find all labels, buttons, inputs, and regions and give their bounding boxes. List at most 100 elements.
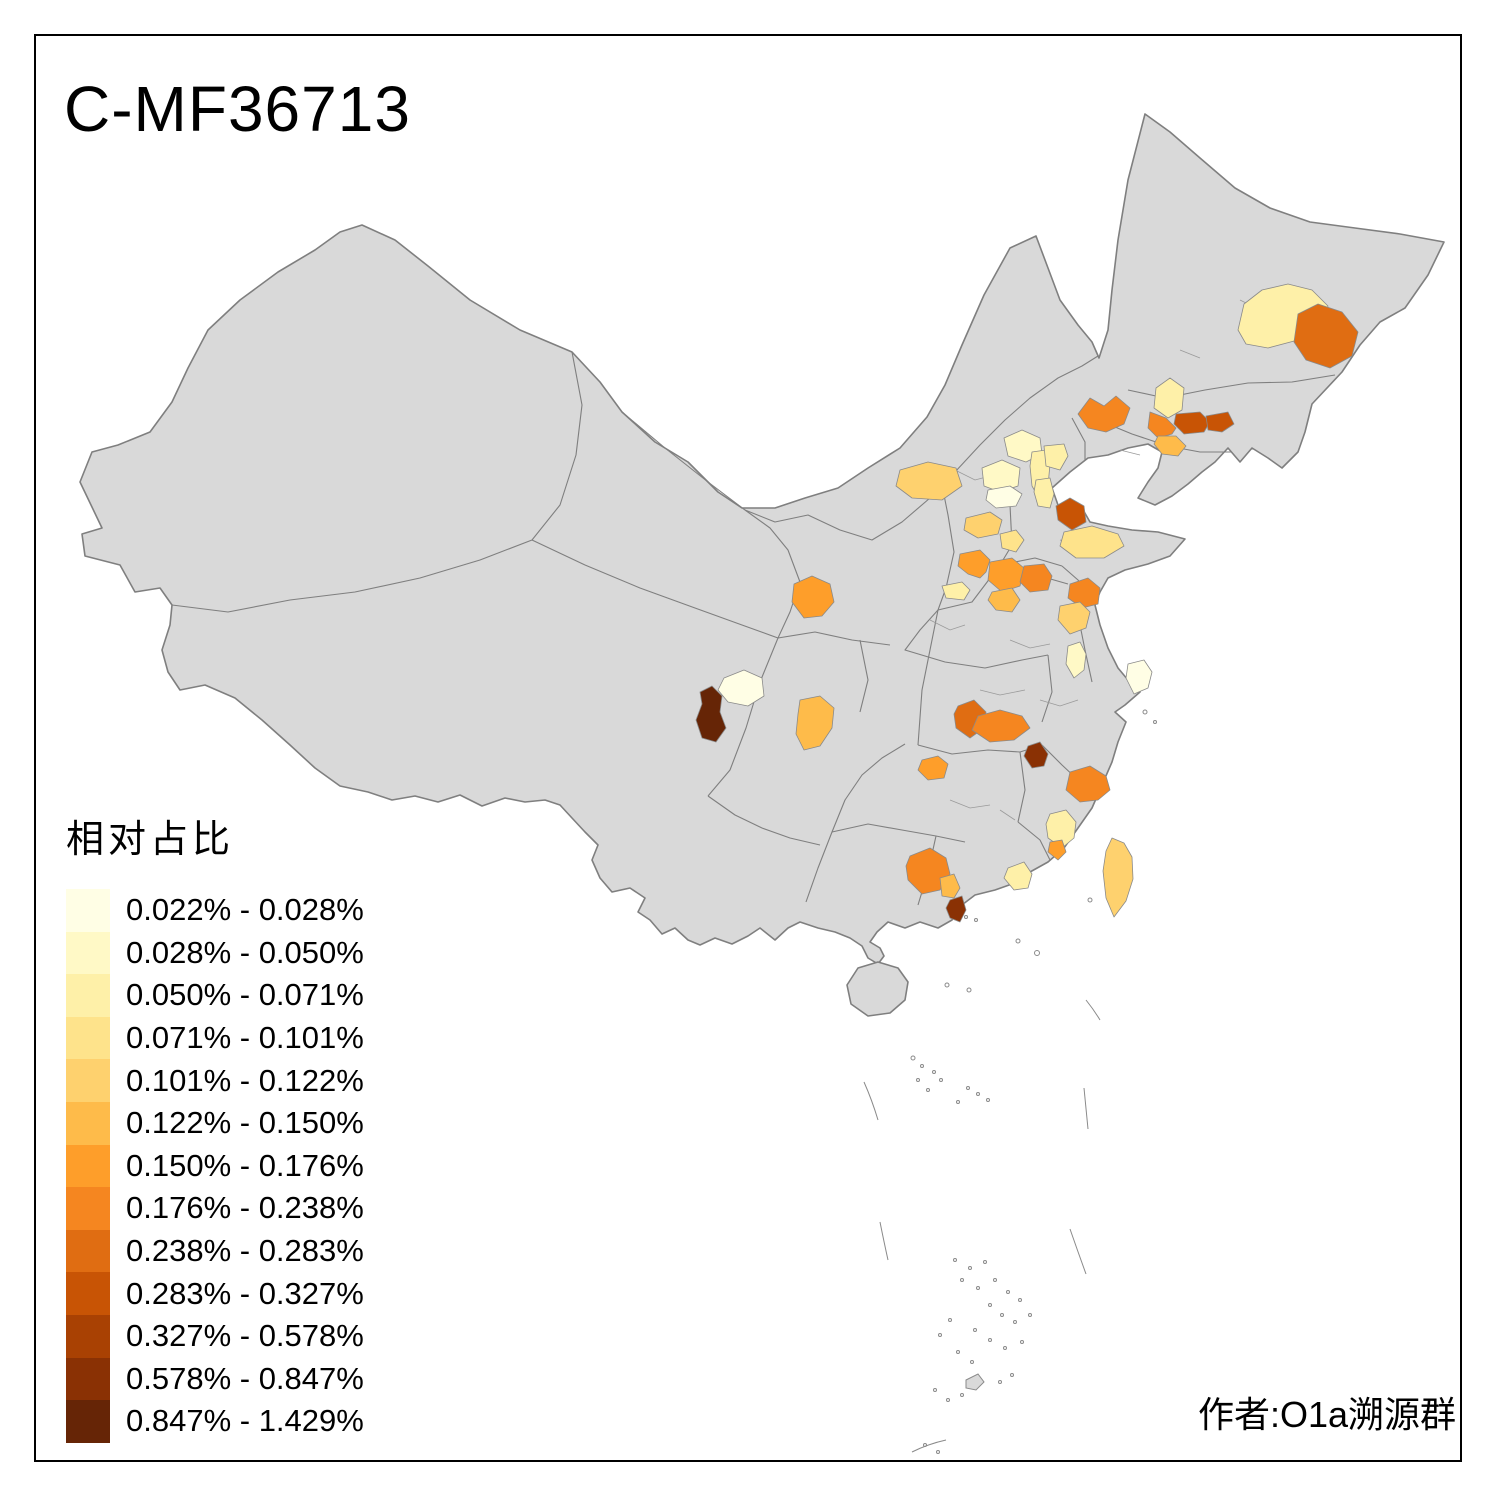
legend-row: 0.101% - 0.122% xyxy=(66,1059,364,1102)
island-speck xyxy=(916,1078,920,1082)
legend-label: 0.101% - 0.122% xyxy=(126,1062,364,1098)
prefecture-border xyxy=(929,619,966,631)
island-speck xyxy=(920,1064,924,1068)
island-filled xyxy=(965,1373,985,1391)
prefecture-border xyxy=(979,689,1026,696)
legend-rows: 0.022% - 0.028% 0.028% - 0.050% 0.050% -… xyxy=(66,889,364,1443)
legend-row: 0.578% - 0.847% xyxy=(66,1357,364,1401)
map-region xyxy=(981,459,1021,493)
legend-label: 0.028% - 0.050% xyxy=(126,934,364,970)
island-speck xyxy=(938,1333,942,1337)
island-speck xyxy=(1000,1313,1004,1317)
map-region xyxy=(1173,411,1211,435)
map-region xyxy=(1045,809,1077,849)
province-border xyxy=(171,539,533,613)
map-region xyxy=(1019,563,1053,593)
province-border xyxy=(937,474,955,611)
map-region xyxy=(1293,303,1359,369)
legend-row: 0.071% - 0.101% xyxy=(66,1016,364,1060)
map-region xyxy=(1147,411,1177,439)
map-region xyxy=(1125,659,1153,695)
island-speck xyxy=(948,1318,952,1322)
prefecture-border xyxy=(1039,699,1079,707)
map-region xyxy=(905,847,951,895)
colored-regions xyxy=(695,283,1359,923)
map-region xyxy=(963,511,1003,539)
map-region xyxy=(895,461,963,501)
island-speck xyxy=(986,1098,990,1102)
island-speck xyxy=(1087,897,1093,903)
map-region xyxy=(941,581,971,601)
island-arc xyxy=(879,1221,889,1261)
province-border xyxy=(917,609,939,746)
legend-swatch xyxy=(66,1187,110,1230)
island-speck xyxy=(956,1350,960,1354)
legend-row: 0.150% - 0.176% xyxy=(66,1144,364,1188)
prefecture-border xyxy=(949,799,991,809)
island-speck xyxy=(976,1286,980,1290)
legend-label: 0.578% - 0.847% xyxy=(126,1360,364,1396)
legend-row: 0.847% - 1.429% xyxy=(66,1400,364,1443)
legend-row: 0.122% - 0.150% xyxy=(66,1101,364,1145)
island-speck xyxy=(988,1338,992,1342)
island-speck xyxy=(939,1078,943,1082)
legend-swatch xyxy=(66,1314,110,1358)
island-speck xyxy=(993,1278,997,1282)
legend-swatch xyxy=(66,1272,110,1315)
legend-row: 0.238% - 0.283% xyxy=(66,1229,364,1273)
map-region xyxy=(1043,443,1069,471)
legend-row: 0.176% - 0.238% xyxy=(66,1187,364,1230)
province-border xyxy=(621,411,746,511)
legend-label: 0.847% - 1.429% xyxy=(126,1403,364,1439)
province-border xyxy=(707,795,821,846)
legend-swatch xyxy=(66,931,110,975)
island-speck xyxy=(976,1092,980,1096)
south-china-sea-islands xyxy=(863,709,1157,1454)
province-border xyxy=(707,637,779,797)
legend-row: 0.283% - 0.327% xyxy=(66,1272,364,1315)
prefecture-border xyxy=(999,809,1016,821)
legend-label: 0.022% - 0.028% xyxy=(126,892,364,928)
page-title: C-MF36713 xyxy=(64,73,411,145)
map-region xyxy=(957,549,991,579)
island-speck xyxy=(936,1450,940,1454)
island-speck xyxy=(1003,1346,1007,1350)
province-border xyxy=(531,351,583,541)
map-region xyxy=(1077,395,1131,433)
legend-row: 0.327% - 0.578% xyxy=(66,1314,364,1358)
island-speck xyxy=(1028,1313,1032,1317)
island-speck xyxy=(1018,1298,1022,1302)
island-speck xyxy=(956,1100,960,1104)
island-speck xyxy=(946,1398,950,1402)
legend-label: 0.283% - 0.327% xyxy=(126,1275,364,1311)
province-border xyxy=(777,631,891,713)
map-region xyxy=(1153,435,1187,457)
map-region xyxy=(717,669,765,707)
island-speck xyxy=(953,1258,957,1262)
legend-label: 0.176% - 0.238% xyxy=(126,1190,364,1226)
island-speck xyxy=(1015,938,1021,944)
prefecture-border xyxy=(1179,349,1201,359)
prefecture-border xyxy=(1119,449,1141,456)
island-arc xyxy=(1083,1087,1089,1130)
legend-swatch xyxy=(66,1357,110,1401)
legend-label: 0.050% - 0.071% xyxy=(126,977,364,1013)
island-speck xyxy=(910,1055,916,1061)
province-border xyxy=(1017,821,1051,861)
map-region xyxy=(999,529,1025,553)
legend-swatch xyxy=(66,1229,110,1273)
legend-row: 0.028% - 0.050% xyxy=(66,931,364,975)
map-region xyxy=(695,685,727,743)
island-arc xyxy=(863,1081,879,1121)
map-region xyxy=(985,485,1023,509)
legend-row: 0.050% - 0.071% xyxy=(66,974,364,1017)
island-speck xyxy=(968,1266,972,1270)
legend-title: 相对占比 xyxy=(66,819,235,861)
map-region xyxy=(971,709,1031,743)
legend-swatch xyxy=(66,1101,110,1145)
island-speck xyxy=(966,1086,970,1090)
map-region xyxy=(1033,477,1055,509)
province-border xyxy=(904,609,1049,669)
